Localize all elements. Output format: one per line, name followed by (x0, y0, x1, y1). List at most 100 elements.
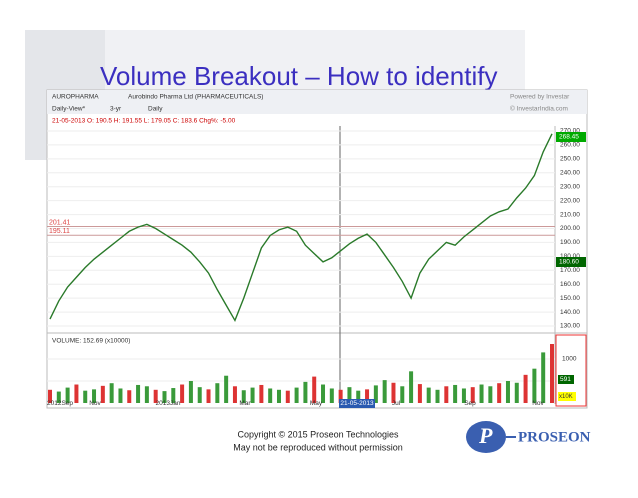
x-label: Nov (532, 400, 544, 407)
volume-bar (259, 384, 264, 403)
volume-bar (118, 388, 123, 403)
volume-bar (188, 381, 193, 403)
logo-mark (466, 421, 506, 453)
volume-bar (144, 386, 149, 403)
volume-bar (109, 383, 114, 403)
price-box-label: 180.60 (559, 259, 579, 266)
footer-line: Copyright © 2015 Proseon Technologies (237, 429, 399, 439)
volume-bar (479, 384, 484, 403)
volume-bar (391, 382, 396, 403)
price-tick: 210.00 (560, 211, 580, 218)
volume-bar (373, 385, 378, 403)
volume-bar (356, 390, 361, 403)
volume-bar (268, 388, 273, 403)
volume-unit: x10K (559, 394, 573, 400)
volume-bar (435, 389, 440, 403)
volume-bar (514, 382, 519, 403)
volume-bar (285, 390, 290, 403)
volume-bar (92, 389, 97, 403)
chart-frame (46, 89, 588, 409)
volume-highlight (555, 334, 587, 407)
logo-text: PROSEON (518, 429, 591, 445)
volume-bar (224, 375, 229, 403)
logo-p: P (478, 423, 493, 448)
price-tick: 190.00 (560, 239, 580, 246)
volume-bar (250, 387, 255, 403)
price-tick: 130.00 (560, 323, 580, 330)
volume-bar (541, 352, 546, 403)
volume-bar (127, 390, 132, 403)
x-label: Sep (464, 400, 476, 407)
volume-bar (153, 389, 158, 403)
volume-bar (426, 387, 431, 403)
volume-bar (74, 384, 79, 403)
volume-last: 591 (560, 376, 571, 383)
price-tick: 170.00 (560, 267, 580, 274)
price-tick: 240.00 (560, 170, 580, 177)
volume-tick: 1000 (562, 356, 577, 363)
price-line (49, 133, 553, 323)
x-label: May (310, 400, 323, 407)
volume-bar (276, 389, 281, 403)
price-tick: 220.00 (560, 197, 580, 204)
volume-bar (382, 380, 387, 403)
price-tick: 230.00 (560, 183, 580, 190)
volume-bar (550, 344, 554, 403)
powered: Powered by Investar (510, 94, 570, 101)
site: © InvestarIndia.com (510, 105, 568, 113)
company: Aurobindo Pharma Ltd (PHARMACEUTICALS) (128, 94, 263, 101)
price-tick: 180.00 (560, 253, 580, 260)
volume-label: VOLUME: 152.69 (x10000) (52, 338, 130, 345)
level-label: 195.11 (49, 228, 70, 235)
span: 3-yr (110, 106, 122, 113)
x-label: 21-05-2013 (340, 400, 374, 407)
x-label: 2012Sep (47, 400, 73, 407)
volume-unit-box (558, 392, 576, 401)
price-box (556, 132, 586, 142)
price-tick: 160.00 (560, 281, 580, 288)
level-label: 201.41 (49, 219, 71, 226)
volume-bar (400, 386, 405, 403)
x-label: Mar (239, 400, 251, 407)
volume-bar (171, 388, 176, 403)
price-tick: 150.00 (560, 295, 580, 302)
volume-bar (338, 389, 343, 403)
x-label: Jul (392, 400, 401, 407)
volume-bar (206, 389, 211, 403)
volume-bar (365, 389, 370, 403)
volume-bar (65, 387, 70, 403)
volume-bar (321, 384, 326, 403)
price-tick: 140.00 (560, 309, 580, 316)
volume-bar (523, 374, 528, 403)
volume-bar (48, 389, 52, 403)
volume-bar (409, 371, 414, 403)
slide-title: Volume Breakout – How to identify (100, 61, 497, 91)
volume-bar (329, 388, 334, 403)
volume-bar (505, 381, 510, 403)
date-highlight (339, 399, 375, 408)
volume-bar (444, 386, 449, 403)
price-tick: 200.00 (560, 225, 580, 232)
price-tick: 270.00 (560, 128, 580, 135)
volume-bar (303, 381, 308, 403)
volume-bar (162, 391, 167, 403)
volume-bar (312, 376, 317, 403)
footer-line: May not be reproduced without permission (233, 442, 403, 452)
x-label: Nov (89, 400, 101, 407)
price-tick: 250.00 (560, 156, 580, 163)
price-tick: 260.00 (560, 142, 580, 149)
volume-bar (180, 384, 185, 403)
volume-bar (136, 384, 141, 403)
price-box-label: 268.45 (559, 134, 579, 141)
volume-bar (197, 387, 202, 403)
volume-bar (241, 390, 246, 403)
volume-bar (232, 386, 237, 403)
volume-bar (497, 383, 502, 403)
price-box (556, 257, 586, 267)
volume-bar (488, 386, 493, 403)
volume-bar (294, 387, 299, 403)
volume-bar (461, 388, 466, 403)
volume-bar (100, 385, 105, 403)
volume-bar (215, 383, 220, 403)
